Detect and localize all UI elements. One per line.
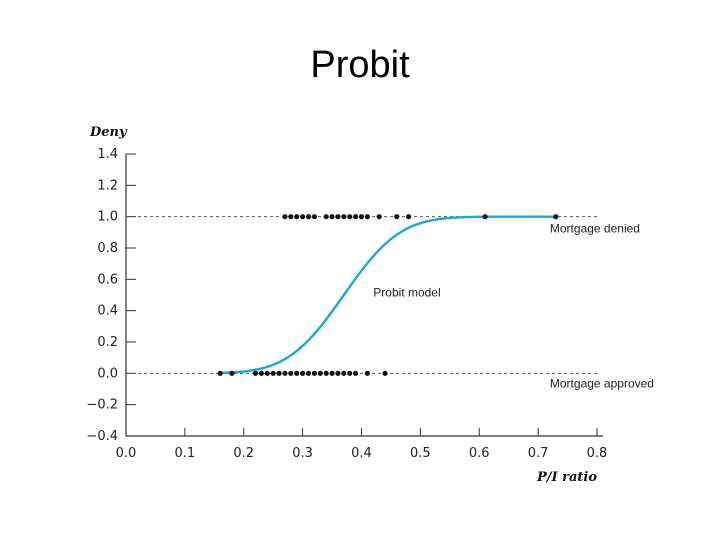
data-point (353, 370, 359, 376)
data-point (294, 370, 300, 376)
y-axis-title: Deny (89, 125, 128, 140)
data-point (335, 370, 341, 376)
y-tick-label: 1.0 (97, 210, 118, 225)
data-point (482, 214, 488, 220)
data-point (229, 370, 235, 376)
y-tick-label: 0.6 (97, 272, 118, 287)
data-point (382, 370, 388, 376)
x-tick-label: 0.6 (469, 446, 490, 461)
x-tick-label: 0.3 (292, 446, 313, 461)
data-point (394, 214, 400, 220)
x-tick-label: 0.5 (410, 446, 431, 461)
data-point (217, 370, 223, 376)
data-point (258, 370, 265, 376)
data-point (341, 214, 347, 220)
data-point (252, 370, 259, 376)
data-point (300, 214, 306, 220)
y-tick-label: 0.8 (97, 241, 118, 256)
data-point (406, 214, 412, 220)
data-point (305, 214, 312, 220)
data-point (311, 370, 317, 376)
data-point (300, 370, 306, 376)
data-point (335, 214, 341, 220)
data-point (276, 370, 282, 376)
data-point (294, 214, 300, 220)
x-tick-label: 0.7 (528, 446, 549, 461)
data-point (329, 214, 335, 220)
y-tick-label: −0.4 (86, 429, 118, 444)
x-tick-label: 0.4 (351, 446, 372, 461)
x-tick-label: 0.2 (233, 446, 254, 461)
y-tick-label: 0.0 (97, 366, 118, 381)
y-tick-label: 0.4 (97, 304, 118, 319)
slide-title: Probit (310, 44, 410, 86)
data-point (288, 370, 294, 376)
annotation-label: Mortgage approved (550, 376, 654, 390)
data-point (347, 214, 353, 220)
data-point (553, 214, 559, 220)
x-tick-label: 0.0 (116, 446, 137, 461)
annotation-label: Mortgage denied (550, 221, 640, 235)
data-point (311, 214, 317, 220)
data-point (358, 214, 365, 220)
data-point (364, 214, 370, 220)
annotation-label: Probit model (373, 286, 440, 300)
data-point (323, 370, 329, 376)
x-tick-label: 0.8 (587, 446, 608, 461)
y-tick-label: 1.2 (97, 178, 118, 193)
y-tick-label: −0.2 (86, 398, 118, 413)
data-point (329, 370, 335, 376)
data-point (341, 370, 347, 376)
data-point (376, 214, 382, 220)
x-axis-title: P/I ratio (536, 470, 597, 485)
probit-curve (220, 215, 556, 375)
data-point (317, 370, 323, 376)
data-point (353, 214, 359, 220)
data-point (364, 370, 370, 376)
y-tick-label: 1.4 (97, 147, 118, 162)
data-point (282, 214, 288, 220)
y-tick-label: 0.2 (97, 335, 118, 350)
data-point (347, 370, 353, 376)
x-tick-label: 0.1 (175, 446, 196, 461)
data-point (305, 370, 312, 376)
data-point (264, 370, 270, 376)
data-point (288, 214, 294, 220)
data-point (270, 370, 276, 376)
data-point (282, 370, 288, 376)
data-point (323, 214, 329, 220)
